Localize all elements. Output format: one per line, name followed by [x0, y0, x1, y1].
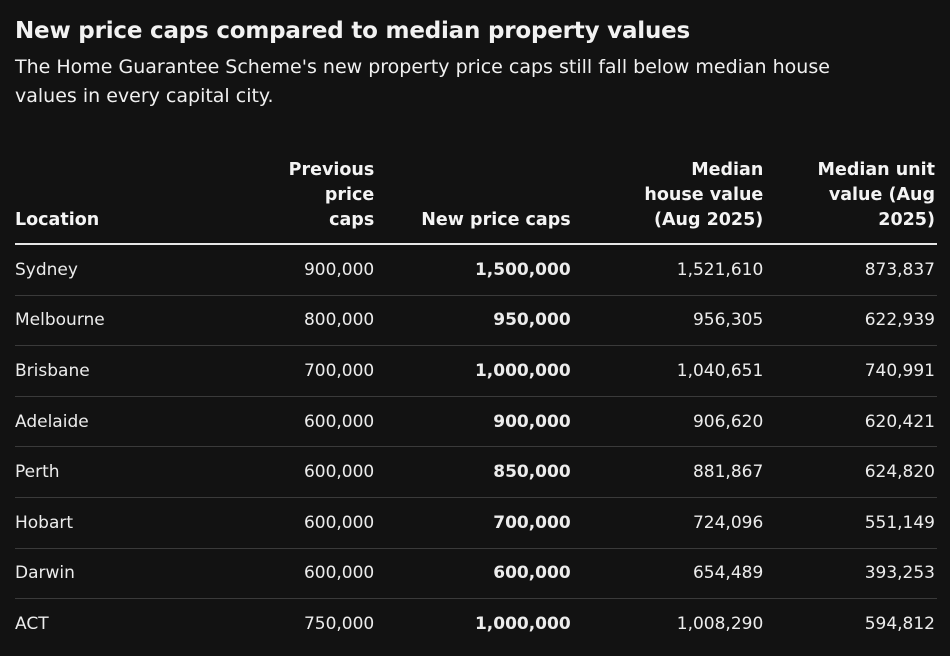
cell-median-house: 1,040,651	[572, 345, 766, 397]
cell-median-unit: 624,820	[765, 446, 937, 498]
cell-median-house: 654,489	[572, 548, 766, 600]
cell-median-unit: 873,837	[765, 244, 937, 296]
cell-location: ACT	[15, 613, 49, 634]
column-header-median-house: Median house value (Aug 2025)	[572, 158, 766, 245]
cell-median-unit: 622,939	[765, 295, 937, 347]
cell-previous-caps: 700,000	[216, 345, 377, 397]
cell-median-house: 881,867	[572, 446, 766, 498]
cell-median-unit: 551,149	[765, 497, 937, 549]
cell-new-caps: 1,500,000	[376, 244, 573, 296]
cell-previous-caps: 600,000	[216, 396, 377, 448]
cell-new-caps: 1,000,000	[376, 345, 573, 397]
cell-new-caps: 1,000,000	[474, 613, 571, 634]
column-header-new-caps: New price caps	[376, 158, 573, 245]
cell-previous-caps: 600,000	[216, 497, 377, 549]
cell-previous-caps: 750,000	[303, 613, 375, 634]
cell-new-caps: 850,000	[376, 446, 573, 498]
table-row: Perth 600,000 850,000 881,867 624,820	[15, 446, 937, 498]
cell-new-caps: 950,000	[376, 295, 573, 347]
column-header-median-unit: Median unit value (Aug 2025)	[765, 158, 937, 245]
cell-location: Darwin	[15, 548, 217, 600]
cell-previous-caps: 600,000	[216, 446, 377, 498]
table-body: Sydney 900,000 1,500,000 1,521,610 873,837 Me…	[15, 244, 937, 649]
cell-median-house: 1,521,610	[572, 244, 766, 296]
table-row: Sydney 900,000 1,500,000 1,521,610 873,837	[15, 244, 937, 296]
cell-median-unit: 393,253	[765, 548, 937, 600]
cell-new-caps: 700,000	[376, 497, 573, 549]
cell-previous-caps: 800,000	[216, 295, 377, 347]
cell-location: Adelaide	[15, 396, 217, 448]
cell-previous-caps: 600,000	[216, 548, 377, 600]
table-row: Adelaide 600,000 900,000 906,620 620,421	[15, 396, 937, 448]
cell-median-house: 1,008,290	[676, 613, 764, 634]
page-subtitle: The Home Guarantee Scheme's new property…	[15, 56, 830, 107]
cell-location: Brisbane	[15, 345, 217, 397]
header: New price caps compared to median proper…	[15, 14, 937, 111]
table-header-row: Location Previous price caps New price c…	[15, 158, 937, 245]
column-header-location: Location	[15, 158, 217, 245]
cell-median-house: 956,305	[572, 295, 766, 347]
table-row: Hobart 600,000 700,000 724,096 551,149	[15, 497, 937, 549]
cell-new-caps: 600,000	[376, 548, 573, 600]
table-row: Darwin 600,000 600,000 654,489 393,253	[15, 548, 937, 600]
table-row: Melbourne 800,000 950,000 956,305 622,939	[15, 295, 937, 347]
cell-median-unit: 620,421	[765, 396, 937, 448]
cell-location: Sydney	[15, 244, 217, 296]
page-title: New price caps compared to median proper…	[15, 18, 691, 44]
cell-location: Melbourne	[15, 295, 217, 347]
column-header-previous-caps: Previous price caps	[216, 158, 377, 245]
price-caps-table: Location Previous price caps New price c…	[15, 158, 937, 649]
cell-location: Hobart	[15, 497, 217, 549]
cell-median-house: 724,096	[572, 497, 766, 549]
cell-median-unit: 740,991	[765, 345, 937, 397]
cell-location: Perth	[15, 446, 217, 498]
cell-median-house: 906,620	[572, 396, 766, 448]
cell-previous-caps: 900,000	[216, 244, 377, 296]
table-row: Brisbane 700,000 1,000,000 1,040,651 740,991	[15, 345, 937, 397]
cell-median-unit: 594,812	[864, 613, 935, 634]
cell-new-caps: 900,000	[376, 396, 573, 448]
table-row: ACT 750,000 1,000,000 1,008,290 594,812	[15, 599, 937, 649]
